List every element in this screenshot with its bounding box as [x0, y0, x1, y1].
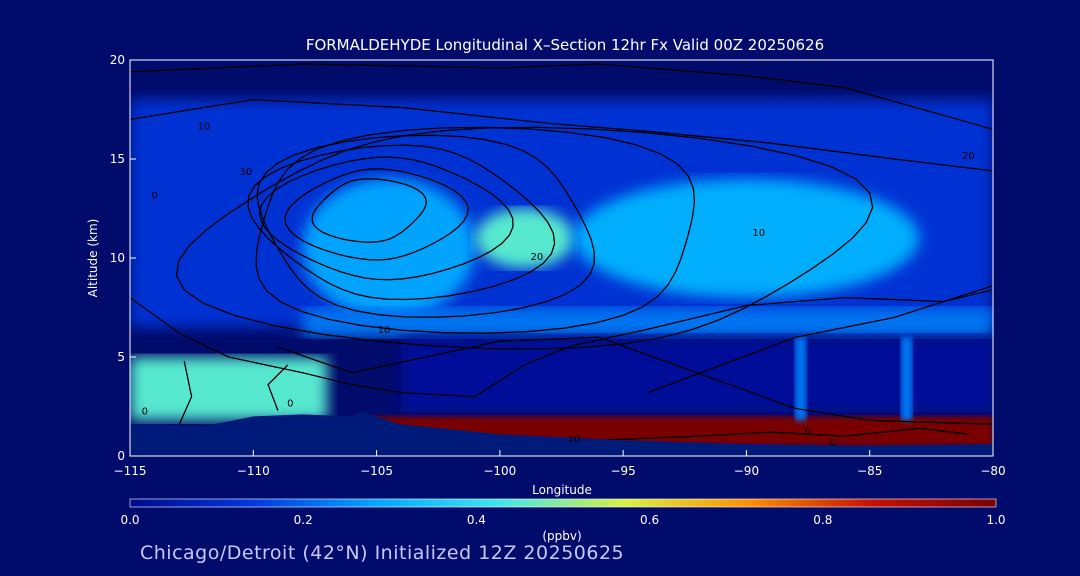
y-tick-label: 10: [110, 251, 125, 265]
colorbar-tick-label: 0.4: [467, 513, 486, 527]
y-axis: 0 5 10 15 20: [110, 53, 136, 463]
colorbar-tick-label: 0.8: [813, 513, 832, 527]
x-tick-label: −105: [360, 464, 393, 478]
terrain-mask: [130, 412, 993, 456]
x-tick-label: −115: [114, 464, 147, 478]
x-tick-label: −80: [980, 464, 1005, 478]
chart-title: FORMALDEHYDE Longitudinal X–Section 12hr…: [306, 36, 824, 54]
field-region-upper-plume-peak: [475, 208, 574, 268]
contour-line-1: [130, 63, 993, 130]
contour-ring-1: [311, 178, 427, 243]
contour-label: 10: [567, 434, 580, 445]
colorbar-tick-label: 0.2: [294, 513, 313, 527]
contour-label: 0: [142, 406, 148, 417]
colorbar-units-label: (ppbv): [542, 529, 581, 543]
x-tick-label: −90: [734, 464, 759, 478]
field-region-mid-band: [302, 307, 993, 338]
contour-label: 0: [830, 438, 836, 449]
field-region-west-boundary-layer: [130, 357, 328, 421]
colorbar-tick-label: 0.0: [120, 513, 139, 527]
colorbar: 0.0 0.2 0.4 0.6 0.8 1.0: [120, 498, 1006, 527]
contour-line-3: [130, 289, 993, 398]
y-tick-label: 15: [110, 152, 125, 166]
contour-ring-7: [175, 126, 874, 350]
contour-label: 10: [378, 325, 391, 336]
contour-ring-5: [256, 134, 595, 318]
plot-area: 0 0 0 0 0 10 10 10 10 20 20 30: [130, 60, 993, 456]
contour-label: 30: [240, 167, 253, 178]
contour-line-2: [130, 98, 993, 172]
contour-line-5: [647, 285, 993, 394]
concentration-field: [130, 99, 993, 447]
colorbar-tick-label: 0.6: [640, 513, 659, 527]
contour-label: 10: [752, 228, 765, 239]
contour-line-6: [178, 360, 193, 425]
contour-label: 0: [805, 426, 811, 437]
contour-ring-3: [258, 156, 514, 281]
contour-label: 0: [151, 191, 157, 202]
contour-label: 20: [962, 151, 975, 162]
contour-labels: 0 0 0 0 0 10 10 10 10 20 20 30: [142, 121, 975, 449]
field-column-2: [900, 337, 913, 421]
y-tick-label: 0: [117, 449, 125, 463]
contour-ring-4: [247, 144, 556, 301]
contour-label: 0: [287, 399, 293, 410]
contour-ring-6: [255, 126, 696, 334]
contour-label: 20: [530, 252, 543, 263]
contour-label: 10: [198, 121, 211, 132]
x-axis-label: Longitude: [532, 483, 592, 497]
colorbar-strip: [129, 498, 997, 508]
x-tick-label: −85: [857, 464, 882, 478]
x-tick-label: −100: [483, 464, 516, 478]
colorbar-tick-label: 1.0: [986, 513, 1005, 527]
x-axis: −115 −110 −105 −100 −95 −90 −85 −80: [114, 450, 1006, 478]
y-tick-label: 20: [110, 53, 125, 67]
field-region-upper-plume-west: [302, 178, 476, 318]
y-axis-label: Altitude (km): [86, 219, 100, 298]
contour-line-4: [277, 336, 993, 425]
field-region-upper-plume-east: [573, 178, 920, 298]
contour-line-7: [267, 364, 289, 411]
y-tick-label: 5: [117, 350, 125, 364]
initialization-footer: Chicago/Detroit (42°N) Initialized 12Z 2…: [140, 542, 625, 564]
contour-ring-2: [284, 168, 469, 261]
field-column-1: [794, 337, 807, 421]
x-tick-label: −110: [237, 464, 270, 478]
x-tick-label: −95: [610, 464, 635, 478]
